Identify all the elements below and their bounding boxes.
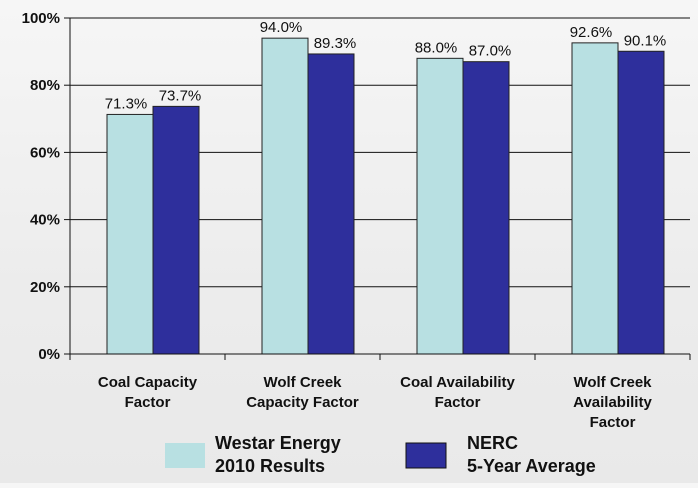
x-category-label-line: Capacity Factor	[246, 394, 359, 411]
legend-label: NERC 5-Year Average	[467, 433, 596, 476]
legend-label-line: 5-Year Average	[467, 456, 596, 476]
data-labels: 71.3% 73.7% 94.0% 89.3% 88.0% 87.0% 92.6% 90.1%	[105, 19, 667, 112]
axes: 0%20%40%60%80%100%Coal Capacity FactorWol…	[22, 10, 691, 431]
y-tick-label: 0%	[38, 346, 60, 363]
bar-nerc	[307, 53, 355, 355]
y-tick-label: 60%	[30, 144, 60, 161]
bar-westar	[416, 57, 464, 355]
legend-label-line: NERC	[467, 433, 518, 453]
y-tick-label: 40%	[30, 212, 60, 229]
legend-swatch	[405, 442, 447, 469]
data-label: 71.3%	[105, 95, 148, 112]
bar-nerc	[617, 50, 665, 355]
x-category-label-line: Coal Availability	[400, 374, 515, 391]
data-label: 88.0%	[415, 39, 458, 56]
x-category-label-line: Coal Capacity	[98, 374, 198, 391]
legend-label-line: 2010 Results	[215, 456, 325, 476]
legend-swatch	[165, 443, 205, 468]
x-category-label-line: Availability	[573, 394, 652, 411]
bar-westar	[106, 113, 154, 355]
bar-nerc	[462, 61, 510, 355]
data-label: 94.0%	[260, 19, 303, 36]
x-category-label-line: Factor	[125, 394, 171, 411]
x-category-label-line: Factor	[590, 414, 636, 431]
x-category-label: Wolf Creek Availability Factor	[573, 374, 652, 431]
bar-westar	[571, 42, 619, 355]
data-label: 73.7%	[159, 87, 202, 104]
y-tick-label: 80%	[30, 77, 60, 94]
legend-label-line: Westar Energy	[215, 433, 341, 453]
x-category-label: Coal Capacity Factor	[98, 374, 198, 411]
x-category-label: Coal Availability Factor	[400, 374, 515, 411]
legend-label: Westar Energy 2010 Results	[215, 433, 341, 476]
x-category-label-line: Factor	[435, 394, 481, 411]
bars	[106, 37, 665, 355]
data-label: 87.0%	[469, 43, 512, 60]
bar-nerc	[152, 105, 200, 355]
data-label: 92.6%	[570, 24, 613, 41]
y-tick-label: 20%	[30, 279, 60, 296]
legend: Westar Energy 2010 Results NERC 5-Year Aver…	[165, 433, 596, 476]
x-category-label: Wolf Creek Capacity Factor	[246, 374, 359, 411]
bar-westar	[261, 37, 309, 355]
y-tick-label: 100%	[22, 10, 60, 27]
x-category-label-line: Wolf Creek	[263, 374, 342, 391]
x-category-label-line: Wolf Creek	[573, 374, 652, 391]
data-label: 90.1%	[624, 32, 667, 49]
data-label: 89.3%	[314, 35, 357, 52]
